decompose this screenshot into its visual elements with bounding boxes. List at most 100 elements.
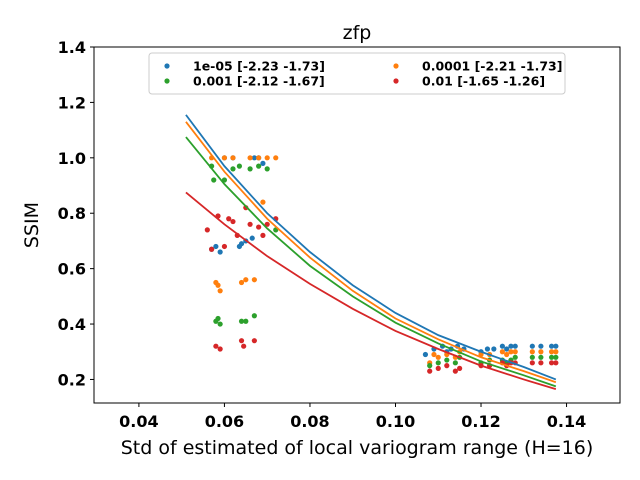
point-s1-9 (251, 277, 257, 283)
point-s2-9 (243, 318, 249, 324)
x-tick-label: 0.12 (461, 412, 500, 431)
legend-label-s2: 0.001 [-2.12 -1.67] (193, 74, 325, 89)
plot-data-layer (185, 114, 559, 391)
point-s3-10 (241, 343, 247, 349)
point-s0-26 (529, 343, 535, 349)
y-tick-label: 0.8 (58, 204, 86, 223)
point-s1-3 (217, 288, 223, 294)
x-tick-label: 0.14 (547, 412, 586, 431)
point-s1-22 (499, 349, 505, 355)
point-s1-13 (273, 155, 279, 161)
point-s3-19 (435, 365, 441, 371)
point-s1-4 (221, 155, 228, 161)
point-s3-16 (264, 221, 270, 227)
y-axis-label: SSIM (21, 202, 43, 248)
point-s3-6 (226, 216, 232, 222)
point-s0-23 (504, 346, 510, 352)
chart-title: zfp (343, 22, 372, 44)
x-tick-label: 0.10 (376, 412, 415, 431)
axes-frame (93, 46, 621, 404)
point-s2-29 (553, 354, 559, 360)
legend: 1e-05 [-2.23 -1.73] 0.0001 [-2.21 -1.73]0… (148, 52, 566, 95)
point-s3-15 (260, 232, 266, 238)
point-s3-0 (204, 227, 210, 233)
point-s3-13 (251, 338, 257, 344)
point-s1-12 (264, 155, 270, 161)
legend-marker-s0 (164, 63, 170, 69)
point-s3-9 (238, 338, 245, 344)
point-s2-17 (444, 357, 450, 363)
series-3-points (204, 205, 559, 374)
point-s1-26 (529, 349, 535, 355)
legend-box (148, 52, 566, 95)
y-tick-label: 0.2 (58, 370, 86, 389)
point-s1-25 (512, 349, 518, 355)
point-s2-7 (236, 163, 242, 169)
fit-line-s1 (185, 121, 557, 384)
point-s1-29 (553, 349, 559, 355)
y-tick-label: 1.0 (58, 149, 86, 168)
point-s1-15 (431, 351, 437, 358)
point-s2-8 (238, 318, 245, 324)
point-s3-31 (548, 360, 555, 366)
point-s1-24 (508, 349, 514, 355)
x-tick-label: 0.06 (205, 412, 244, 431)
point-s3-30 (538, 360, 544, 366)
point-s2-18 (452, 360, 458, 366)
point-s2-4 (217, 321, 223, 327)
point-s3-32 (553, 360, 559, 366)
point-s3-4 (217, 346, 223, 352)
point-s0-9 (251, 155, 257, 161)
x-tick-label: 0.04 (119, 412, 158, 431)
point-s2-25 (512, 354, 518, 360)
point-s1-6 (238, 279, 245, 286)
legend-label-s1: 0.0001 [-2.21 -1.73] (422, 59, 562, 74)
legend-marker-s3 (393, 78, 399, 84)
point-s3-29 (529, 360, 535, 366)
point-s1-11 (260, 199, 266, 205)
point-s1-27 (538, 349, 544, 355)
point-s3-20 (444, 363, 450, 369)
point-s1-23 (504, 351, 510, 358)
point-s3-5 (221, 243, 228, 250)
legend-label-s3: 0.01 [-1.65 -1.26] (422, 74, 545, 89)
point-s3-2 (213, 343, 219, 349)
point-s0-29 (553, 343, 559, 349)
point-s3-14 (256, 224, 262, 230)
point-s0-24 (508, 343, 514, 349)
point-s0-11 (260, 160, 266, 166)
point-s2-10 (247, 166, 253, 172)
point-s2-3 (215, 315, 221, 322)
point-s0-8 (249, 235, 255, 241)
point-s1-7 (243, 277, 249, 283)
y-axis-ticks: 0.2 0.4 0.6 0.8 1.0 1.2 1.4 (58, 38, 94, 389)
y-tick-label: 1.2 (58, 93, 86, 112)
point-s2-27 (538, 354, 544, 360)
point-s0-1 (213, 243, 219, 250)
point-s0-21 (491, 346, 497, 352)
legend-marker-s2 (164, 78, 170, 84)
point-s1-16 (435, 354, 441, 360)
legend-marker-s1 (393, 63, 399, 69)
point-s0-2 (217, 249, 223, 255)
point-s0-20 (484, 346, 491, 352)
point-s1-8 (247, 155, 253, 161)
point-s2-6 (230, 166, 236, 172)
x-axis-ticks: 0.04 0.06 0.08 0.10 0.12 0.14 (119, 403, 586, 431)
point-s2-13 (264, 166, 270, 172)
point-s3-7 (230, 218, 236, 225)
point-s0-28 (548, 343, 555, 349)
x-axis-label: Std of estimated of local variogram rang… (121, 437, 594, 459)
y-tick-label: 0.6 (58, 260, 86, 279)
y-tick-label: 1.4 (58, 38, 86, 57)
point-s3-22 (457, 365, 463, 371)
fit-line-s2 (185, 136, 557, 388)
point-s1-2 (215, 282, 221, 288)
point-s1-10 (256, 155, 262, 161)
point-s2-16 (435, 360, 441, 366)
fit-line-s0 (185, 114, 557, 381)
fit-line-s3 (185, 191, 557, 391)
x-tick-label: 0.08 (290, 412, 329, 431)
point-s2-11 (251, 313, 257, 319)
point-s2-28 (548, 354, 555, 360)
